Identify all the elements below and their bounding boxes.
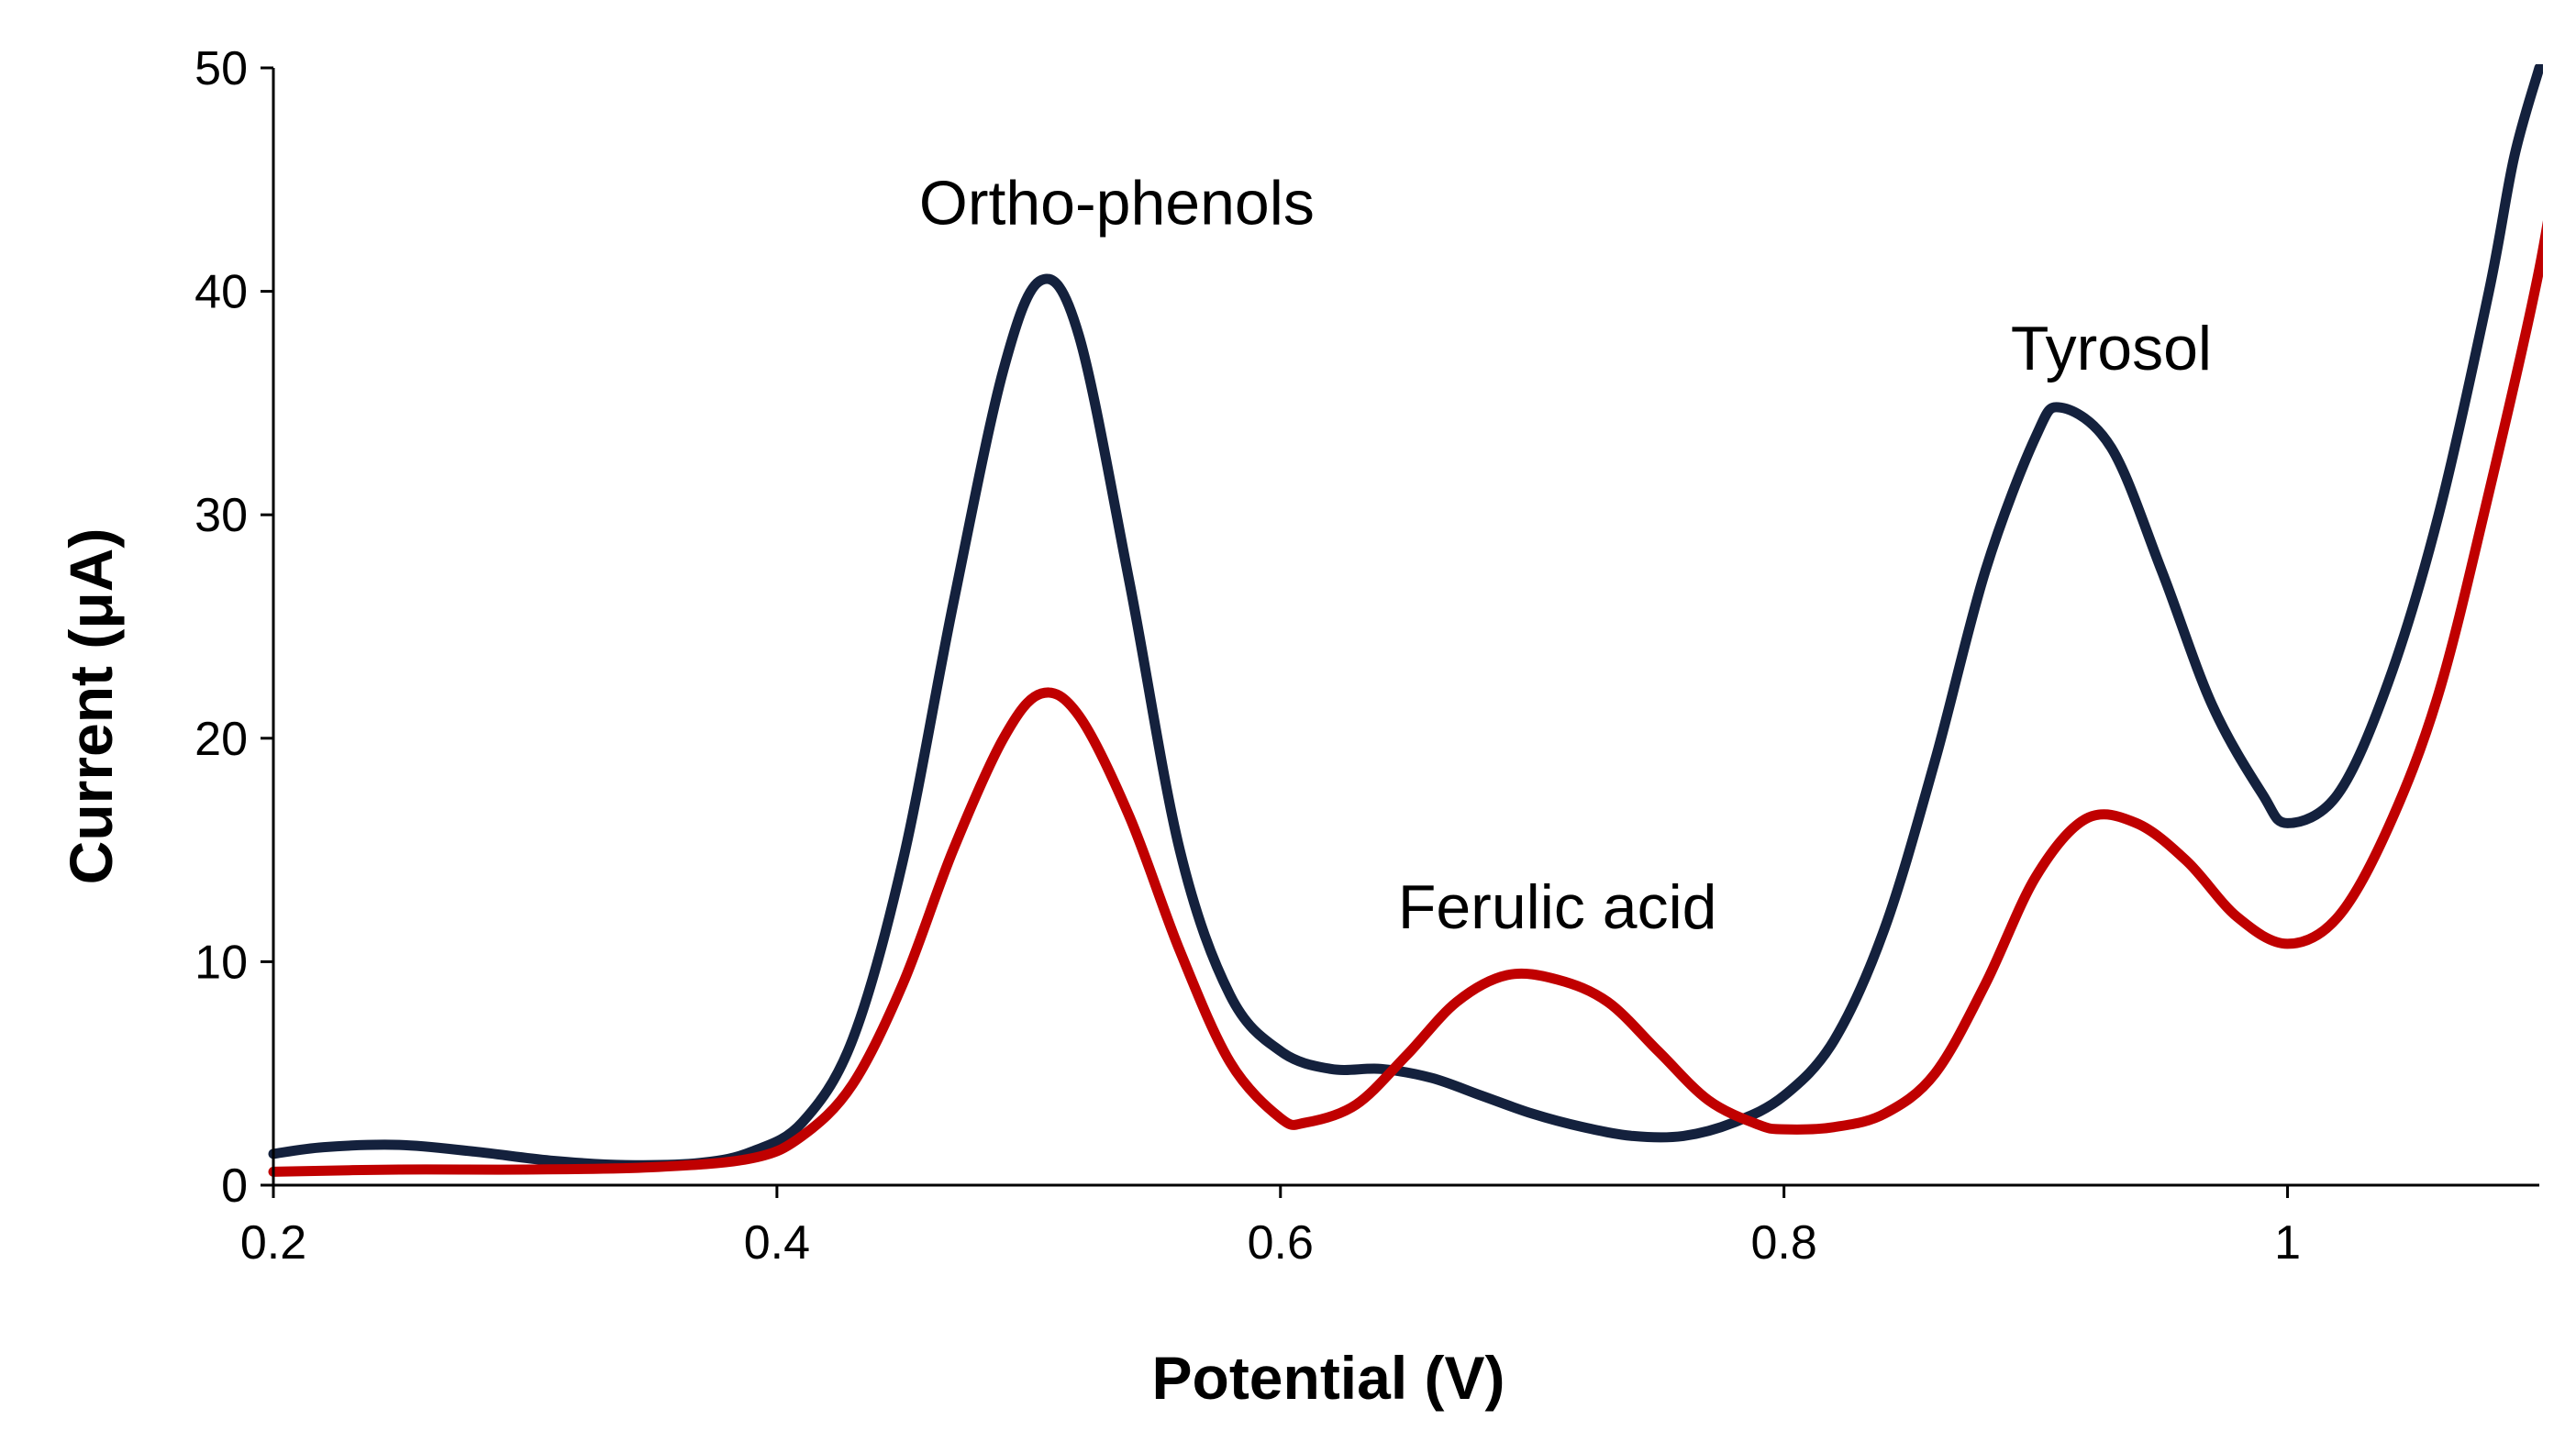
x-tick-label: 1 (2274, 1216, 2301, 1270)
series-line-red (268, 220, 2543, 1177)
y-tick-label: 10 (194, 936, 248, 989)
labels: Potential (V) Current (μA) (57, 528, 1505, 1412)
y-tick-label: 30 (194, 489, 248, 542)
x-tick-label: 0.6 (1248, 1216, 1314, 1270)
axes: 0 10 20 30 40 50 0.2 0.4 0.6 0.8 1 (194, 42, 2539, 1270)
annotation-tyrosol: Tyrosol (2011, 314, 2212, 383)
y-tick-label: 0 (221, 1159, 248, 1213)
y-axis-title: Current (μA) (57, 528, 125, 885)
annotation-ferulic-acid: Ferulic acid (1398, 872, 1717, 942)
y-tick-label: 20 (194, 713, 248, 766)
x-tick-label: 0.8 (1751, 1216, 1817, 1270)
annotations: Ortho-phenols Ferulic acid Tyrosol (919, 169, 2212, 942)
series-line-navy (268, 64, 2543, 1170)
y-tick-label: 40 (194, 266, 248, 319)
annotation-ortho-phenols: Ortho-phenols (919, 169, 1315, 238)
x-tick-label: 0.2 (240, 1216, 306, 1270)
y-tick-label: 50 (194, 42, 248, 95)
x-tick-label: 0.4 (744, 1216, 810, 1270)
series-layer (268, 64, 2543, 1177)
x-axis-title: Potential (V) (1151, 1344, 1505, 1412)
